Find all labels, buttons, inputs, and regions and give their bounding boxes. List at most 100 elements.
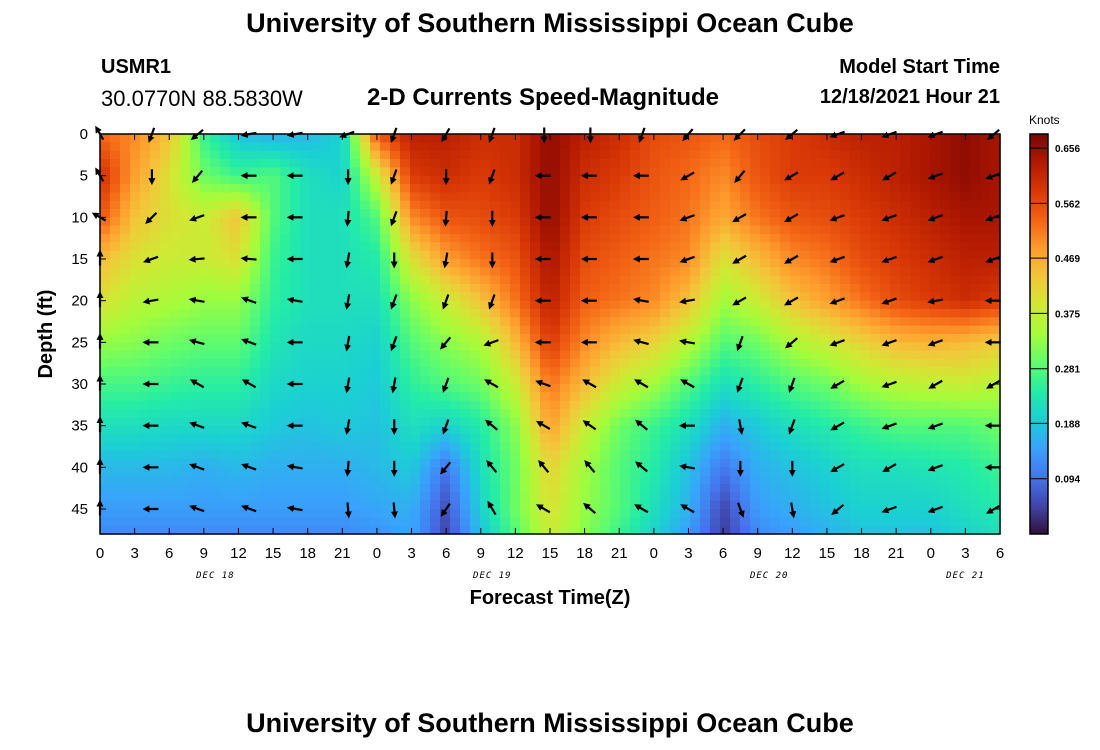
current-vector-arrow (487, 500, 497, 516)
heatmap-cell (540, 359, 551, 368)
heatmap-cell (430, 209, 441, 218)
heatmap-cell (220, 292, 231, 302)
heatmap-cell (920, 325, 931, 335)
heatmap-cell (310, 375, 321, 385)
heatmap-cell (430, 142, 441, 152)
heatmap-cell (960, 484, 971, 493)
heatmap-cell (840, 350, 851, 360)
current-vector-arrow (442, 252, 450, 269)
heatmap-cell (250, 200, 261, 210)
heatmap-cell (330, 300, 341, 310)
heatmap-cell (120, 267, 131, 277)
current-vector-arrow (881, 505, 897, 514)
heatmap-cell (470, 467, 481, 477)
heatmap-cell (480, 434, 491, 443)
heatmap-cell (120, 400, 131, 410)
heatmap-cell (620, 350, 631, 360)
heatmap-cell (360, 492, 371, 502)
heatmap-cell (560, 242, 571, 252)
heatmap-cell (810, 409, 821, 418)
heatmap-cell (610, 325, 621, 335)
heatmap-cell (170, 309, 181, 318)
heatmap-cell (120, 342, 131, 352)
heatmap-cell (760, 342, 771, 352)
heatmap-cell (160, 192, 171, 202)
heatmap-cell (740, 400, 751, 410)
heatmap-cell (380, 334, 391, 343)
heatmap-cell (540, 242, 551, 252)
heatmap-cell (420, 525, 431, 535)
heatmap-cell (680, 325, 691, 335)
heatmap-cell (180, 350, 191, 360)
heatmap-cell (990, 467, 1001, 477)
heatmap-cell (250, 400, 261, 410)
heatmap-cell (910, 484, 921, 493)
heatmap-cell (560, 334, 571, 343)
heatmap-cell (160, 409, 171, 418)
heatmap-cell (150, 409, 161, 418)
heatmap-cell (660, 300, 671, 310)
heatmap-cell (900, 200, 911, 210)
heatmap-cell (160, 142, 171, 152)
heatmap-cell (400, 175, 411, 185)
heatmap-cell (120, 509, 131, 518)
heatmap-cell (810, 400, 821, 410)
heatmap-cell (770, 300, 781, 310)
heatmap-cell (270, 350, 281, 360)
heatmap-cell (290, 309, 301, 318)
current-vector-arrow (584, 460, 596, 474)
heatmap-cell (370, 325, 381, 335)
heatmap-cell (210, 509, 221, 518)
heatmap-cell (700, 484, 711, 493)
heatmap-cell (710, 184, 721, 193)
heatmap-cell (320, 242, 331, 252)
heatmap-cell (330, 167, 341, 177)
heatmap-cell (430, 309, 441, 318)
heatmap-cell (970, 434, 981, 443)
heatmap-cell (890, 334, 901, 343)
heatmap-cell (900, 525, 911, 535)
heatmap-cell (820, 184, 831, 193)
heatmap-cell (610, 384, 621, 393)
heatmap-cell (700, 417, 711, 427)
heatmap-cell (600, 509, 611, 518)
heatmap-cell (590, 309, 601, 318)
heatmap-cell (180, 325, 191, 335)
heatmap-cell (760, 409, 771, 418)
heatmap-cell (770, 175, 781, 185)
current-vector-arrow (680, 171, 695, 181)
heatmap-cell (840, 309, 851, 318)
heatmap-cell (720, 292, 731, 302)
heatmap-cell (480, 384, 491, 393)
heatmap-cell (570, 509, 581, 518)
heatmap-cell (260, 284, 271, 293)
heatmap-cell (200, 234, 211, 243)
heatmap-cell (950, 309, 961, 318)
heatmap-cell (440, 492, 451, 502)
heatmap-cell (970, 417, 981, 427)
heatmap-cell (920, 267, 931, 277)
heatmap-cell (730, 275, 741, 285)
heatmap-cell (390, 350, 401, 360)
heatmap-cell (520, 325, 531, 335)
current-vector-arrow (583, 502, 597, 515)
heatmap-cell (420, 242, 431, 252)
current-vector-arrow (736, 377, 744, 393)
heatmap-cell (500, 217, 511, 227)
heatmap-cell (250, 409, 261, 418)
heatmap-cell (580, 359, 591, 368)
heatmap-cell (730, 525, 741, 535)
heatmap-cell (940, 259, 951, 268)
heatmap-cell (760, 400, 771, 410)
heatmap-cell (520, 234, 531, 243)
heatmap-cell (360, 425, 371, 435)
heatmap-cell (760, 459, 771, 468)
heatmap-cell (760, 217, 771, 227)
heatmap-cell (270, 450, 281, 460)
heatmap-cell (770, 509, 781, 518)
heatmap-cell (840, 425, 851, 435)
heatmap-cell (460, 292, 471, 302)
heatmap-cell (590, 200, 601, 210)
heatmap-cell (810, 467, 821, 477)
heatmap-cell (550, 242, 561, 252)
